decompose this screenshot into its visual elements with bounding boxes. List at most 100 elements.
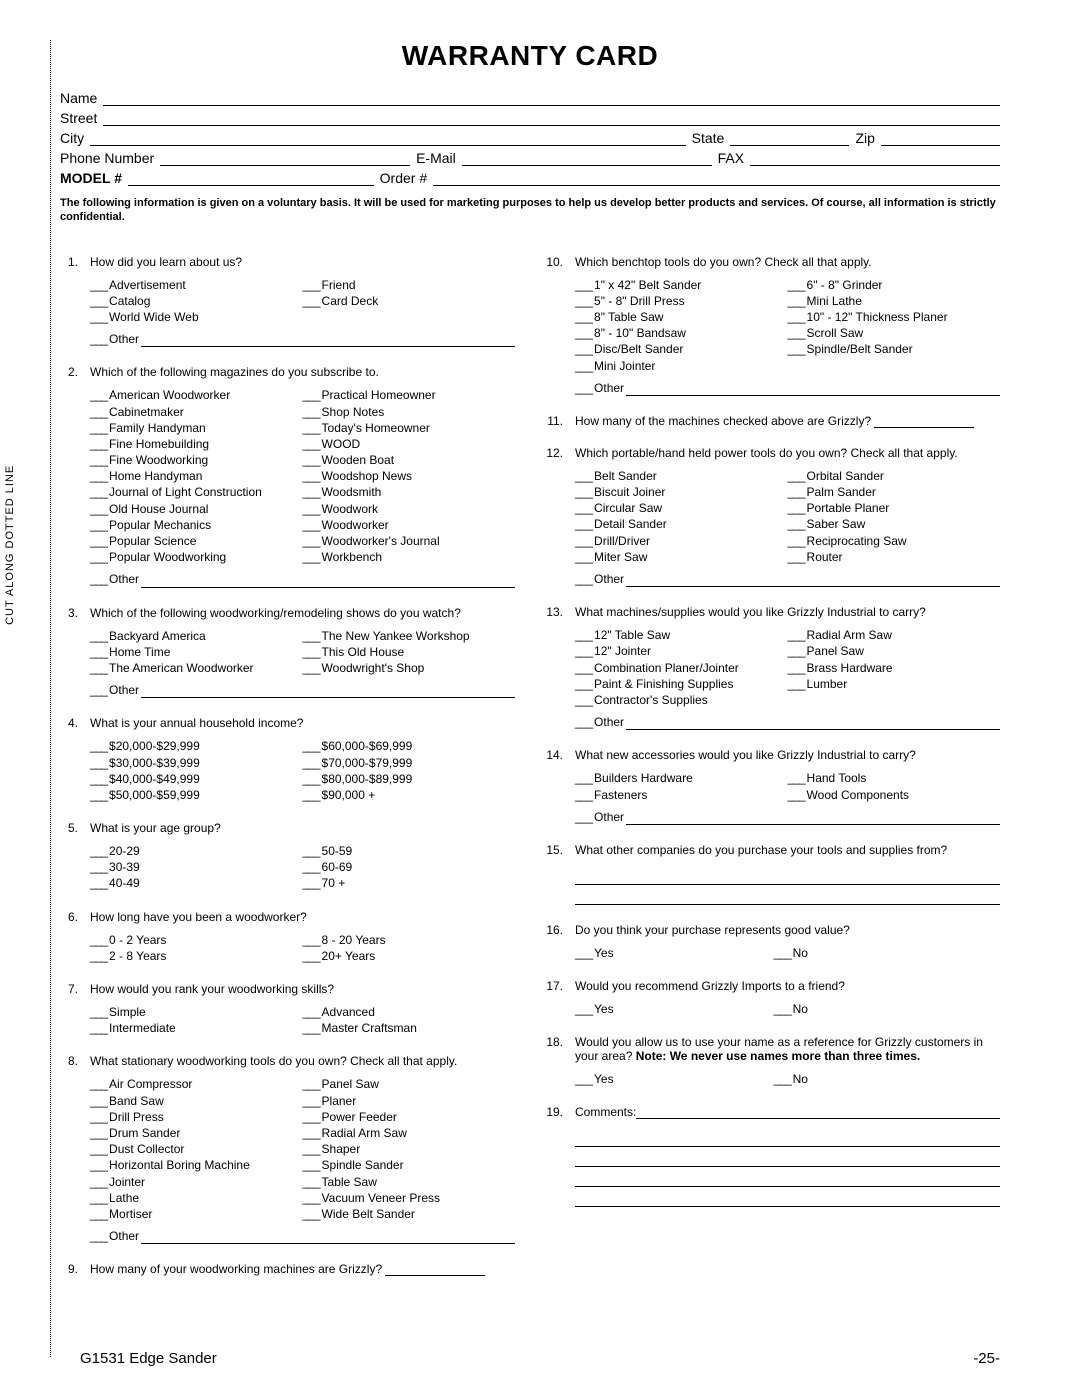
checkbox-option[interactable]: Intermediate xyxy=(90,1020,303,1036)
checkbox-option[interactable]: Planer xyxy=(303,1093,516,1109)
checkbox-option[interactable]: Mini Lathe xyxy=(788,293,1001,309)
checkbox-option[interactable]: Popular Science xyxy=(90,533,303,549)
checkbox-option[interactable]: Fasteners xyxy=(575,787,788,803)
checkbox-option[interactable]: 8" - 10" Bandsaw xyxy=(575,325,788,341)
checkbox-option[interactable]: Workbench xyxy=(303,549,516,565)
checkbox-option[interactable]: $70,000-$79,999 xyxy=(303,755,516,771)
checkbox-option[interactable]: Mortiser xyxy=(90,1206,303,1222)
checkbox-option[interactable]: Band Saw xyxy=(90,1093,303,1109)
checkbox-option[interactable]: 60-69 xyxy=(303,859,516,875)
checkbox-option[interactable]: 30-39 xyxy=(90,859,303,875)
checkbox-option[interactable]: Advertisement xyxy=(90,277,303,293)
q1-other-input[interactable] xyxy=(141,335,515,347)
checkbox-option[interactable]: 20-29 xyxy=(90,843,303,859)
checkbox-option[interactable]: Disc/Belt Sander xyxy=(575,341,788,357)
checkbox-option[interactable]: American Woodworker xyxy=(90,387,303,403)
checkbox-option[interactable]: Popular Woodworking xyxy=(90,549,303,565)
checkbox-option[interactable]: Builders Hardware xyxy=(575,770,788,786)
checkbox-option[interactable]: Woodworker xyxy=(303,517,516,533)
checkbox-option[interactable]: Spindle/Belt Sander xyxy=(788,341,1001,357)
q8-other-input[interactable] xyxy=(141,1232,515,1244)
q19-lines[interactable] xyxy=(575,1127,1000,1207)
checkbox-option[interactable]: 12" Jointer xyxy=(575,643,788,659)
email-input[interactable] xyxy=(462,150,712,166)
checkbox-option[interactable]: Popular Mechanics xyxy=(90,517,303,533)
checkbox-option[interactable]: Brass Hardware xyxy=(788,660,1001,676)
city-input[interactable] xyxy=(90,130,686,146)
checkbox-option[interactable]: 0 - 2 Years xyxy=(90,932,303,948)
checkbox-option[interactable]: The American Woodworker xyxy=(90,660,303,676)
checkbox-option[interactable]: WOOD xyxy=(303,436,516,452)
checkbox-option[interactable]: $60,000-$69,999 xyxy=(303,738,516,754)
checkbox-option[interactable]: Power Feeder xyxy=(303,1109,516,1125)
checkbox-option[interactable]: Radial Arm Saw xyxy=(788,627,1001,643)
checkbox-option[interactable]: Drill Press xyxy=(90,1109,303,1125)
checkbox-option[interactable]: Cabinetmaker xyxy=(90,404,303,420)
checkbox-option[interactable]: Lumber xyxy=(788,676,1001,692)
q16-yes[interactable]: Yes xyxy=(575,945,614,961)
checkbox-option[interactable]: 5" - 8" Drill Press xyxy=(575,293,788,309)
q3-other-input[interactable] xyxy=(141,686,515,698)
checkbox-option[interactable]: Family Handyman xyxy=(90,420,303,436)
checkbox-option[interactable]: 12" Table Saw xyxy=(575,627,788,643)
fax-input[interactable] xyxy=(750,150,1000,166)
checkbox-option[interactable]: Catalog xyxy=(90,293,303,309)
checkbox-option[interactable]: Mini Jointer xyxy=(575,358,788,374)
checkbox-option[interactable]: Spindle Sander xyxy=(303,1157,516,1173)
q19-input-1[interactable] xyxy=(636,1107,1000,1119)
checkbox-option[interactable]: Fine Woodworking xyxy=(90,452,303,468)
q10-other-input[interactable] xyxy=(626,384,1000,396)
checkbox-option[interactable]: 6" - 8" Grinder xyxy=(788,277,1001,293)
q11-input[interactable] xyxy=(874,416,974,428)
checkbox-option[interactable]: $80,000-$89,999 xyxy=(303,771,516,787)
checkbox-option[interactable]: Home Time xyxy=(90,644,303,660)
checkbox-option[interactable]: Woodwork xyxy=(303,501,516,517)
q18-no[interactable]: No xyxy=(774,1071,808,1087)
checkbox-option[interactable]: Combination Planer/Jointer xyxy=(575,660,788,676)
checkbox-option[interactable]: $50,000-$59,999 xyxy=(90,787,303,803)
model-input[interactable] xyxy=(128,170,374,186)
q10-other[interactable]: Other xyxy=(575,380,624,396)
checkbox-option[interactable]: Practical Homeowner xyxy=(303,387,516,403)
checkbox-option[interactable]: Palm Sander xyxy=(788,484,1001,500)
q17-yes[interactable]: Yes xyxy=(575,1001,614,1017)
checkbox-option[interactable]: Panel Saw xyxy=(303,1076,516,1092)
checkbox-option[interactable]: This Old House xyxy=(303,644,516,660)
street-input[interactable] xyxy=(103,110,1000,126)
q17-no[interactable]: No xyxy=(774,1001,808,1017)
q8-other[interactable]: Other xyxy=(90,1228,139,1244)
checkbox-option[interactable]: 1" x 42" Belt Sander xyxy=(575,277,788,293)
checkbox-option[interactable]: Dust Collector xyxy=(90,1141,303,1157)
checkbox-option[interactable]: Old House Journal xyxy=(90,501,303,517)
q2-other[interactable]: Other xyxy=(90,571,139,587)
q18-yes[interactable]: Yes xyxy=(575,1071,614,1087)
checkbox-option[interactable]: Backyard America xyxy=(90,628,303,644)
order-input[interactable] xyxy=(433,170,1000,186)
checkbox-option[interactable]: $90,000 + xyxy=(303,787,516,803)
checkbox-option[interactable]: Drill/Driver xyxy=(575,533,788,549)
checkbox-option[interactable]: Panel Saw xyxy=(788,643,1001,659)
checkbox-option[interactable]: Advanced xyxy=(303,1004,516,1020)
checkbox-option[interactable]: Wooden Boat xyxy=(303,452,516,468)
checkbox-option[interactable]: Router xyxy=(788,549,1001,565)
checkbox-option[interactable]: Air Compressor xyxy=(90,1076,303,1092)
checkbox-option[interactable]: 20+ Years xyxy=(303,948,516,964)
checkbox-option[interactable]: Drum Sander xyxy=(90,1125,303,1141)
checkbox-option[interactable]: Radial Arm Saw xyxy=(303,1125,516,1141)
checkbox-option[interactable]: Fine Homebuilding xyxy=(90,436,303,452)
q12-other-input[interactable] xyxy=(626,575,1000,587)
checkbox-option[interactable]: Shaper xyxy=(303,1141,516,1157)
checkbox-option[interactable]: Lathe xyxy=(90,1190,303,1206)
q14-other[interactable]: Other xyxy=(575,809,624,825)
checkbox-option[interactable]: Shop Notes xyxy=(303,404,516,420)
checkbox-option[interactable]: Woodsmith xyxy=(303,484,516,500)
checkbox-option[interactable]: Simple xyxy=(90,1004,303,1020)
checkbox-option[interactable]: 10" - 12" Thickness Planer xyxy=(788,309,1001,325)
q1-other[interactable]: Other xyxy=(90,331,139,347)
state-input[interactable] xyxy=(730,130,849,146)
checkbox-option[interactable]: Woodwright's Shop xyxy=(303,660,516,676)
checkbox-option[interactable]: Wide Belt Sander xyxy=(303,1206,516,1222)
checkbox-option[interactable]: $40,000-$49,999 xyxy=(90,771,303,787)
checkbox-option[interactable]: Miter Saw xyxy=(575,549,788,565)
checkbox-option[interactable]: Table Saw xyxy=(303,1174,516,1190)
